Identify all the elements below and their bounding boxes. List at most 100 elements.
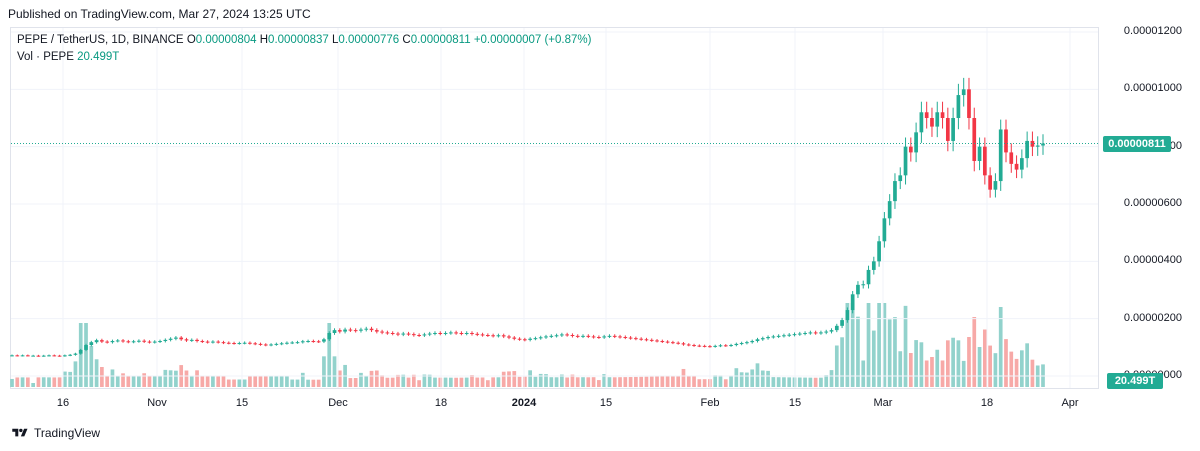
candle-body [597,337,601,339]
volume-bar [898,351,903,387]
candle-body [930,118,934,127]
candle-body [411,334,416,336]
volume-bar [570,374,575,387]
candle-body [977,146,982,161]
candle-body [47,355,51,357]
candle-body [882,218,887,242]
volume-value: 20.499T [77,51,120,63]
volume-bar [639,376,644,387]
volume-bar [597,380,601,387]
volume-bar [374,370,379,387]
candle-body [115,340,120,342]
volume-bar [665,376,670,387]
volume-bar [718,375,723,387]
volume-bar [290,379,295,387]
volume-bar [396,374,400,387]
volume-bar [523,376,527,387]
volume-bar [903,305,908,387]
candle-body [306,341,310,343]
volume-bar [89,345,94,387]
volume-bar [808,377,813,387]
candle-body [300,341,305,343]
candle-body [41,355,46,357]
volume-bar [766,370,770,387]
volume-bar [750,369,755,387]
volume-bar [110,369,115,387]
candle-body [755,339,760,342]
y-tick-label: 0.00001200 [1123,25,1182,37]
volume-bar [332,356,337,387]
candle-body [708,346,712,348]
last-price-tag: 0.00000811 [1103,135,1171,152]
volume-legend: Vol · PEPE 20.499T [17,51,119,63]
volume-bar [602,374,607,387]
candle-body [1025,140,1029,159]
volume-bar [998,307,1003,387]
candle-body [834,325,839,331]
candle-body [89,342,94,346]
candle-body [634,338,638,340]
volume-bar [491,377,495,387]
volume-bar [327,323,332,387]
candle-body [702,345,707,347]
x-tick-label: 15 [599,397,613,409]
candle-body [739,343,744,345]
volume-bar [977,347,982,387]
candle-body [459,333,464,334]
volume-bar [671,376,675,387]
candle-body [189,339,194,341]
x-tick-label: Apr [1061,397,1079,409]
volume-bar [1009,351,1014,387]
candle-body [787,334,792,336]
candle-body [20,355,25,357]
candle-body [100,340,104,342]
candle-body [348,329,353,331]
open-label: O [186,34,196,46]
candle-body [158,341,162,343]
candle-body [216,341,221,343]
volume-bar [152,376,157,387]
candle-body [475,333,480,335]
candle-body [242,342,247,344]
candle-body [179,337,184,340]
candle-body [26,355,30,357]
candle-body [713,345,718,347]
symbol-label[interactable]: PEPE / TetherUS, 1D, BINANCE [17,34,184,46]
volume-bar [174,370,178,387]
candle-body [660,341,665,343]
volume-bar [195,370,199,387]
volume-bar [189,376,194,387]
volume-bar [882,303,887,387]
candle-body [803,333,807,334]
candle-body [549,335,554,337]
candle-body [850,294,855,311]
candle-body [945,118,950,141]
candle-body [517,338,522,340]
candle-body [887,201,892,219]
candle-body [417,335,421,337]
candle-body [840,320,844,326]
candle-body [253,343,258,345]
candle-body [1035,145,1040,147]
candle-body [332,330,337,333]
candle-body [760,338,765,340]
candle-body [433,333,437,334]
volume-bar [549,377,554,387]
candle-body [295,342,300,344]
volume-label[interactable]: Vol · PEPE [17,51,74,63]
volume-bar [57,377,62,387]
candle-body [258,343,263,345]
candle-body [681,343,686,345]
candle-body [782,335,786,337]
candle-body [602,336,607,338]
volume-bar [512,371,517,387]
candle-body [1004,129,1008,153]
volume-bar [274,375,279,387]
candle-body [15,355,20,357]
volume-bar [803,377,807,387]
candle-body [951,118,955,141]
volume-bar [364,375,369,387]
footer-brand[interactable]: TradingView [10,426,100,440]
candle-body [718,345,723,347]
